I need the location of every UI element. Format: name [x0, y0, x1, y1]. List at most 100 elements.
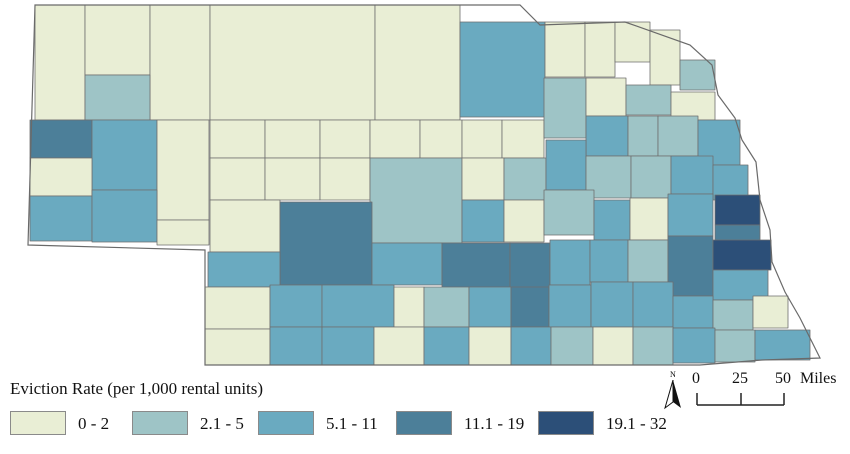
county-polygon	[374, 4, 461, 121]
legend-label: 2.1 - 5	[200, 414, 244, 433]
legend-swatch	[132, 411, 188, 435]
legend-label: 0 - 2	[78, 414, 110, 433]
county-polygon	[204, 328, 271, 366]
county-polygon	[209, 119, 266, 159]
county-polygon	[461, 119, 503, 159]
county-polygon	[29, 157, 93, 197]
county-polygon	[630, 155, 672, 199]
county-polygon	[589, 239, 629, 283]
county-polygon	[419, 119, 463, 159]
county-polygon	[510, 326, 552, 366]
legend-swatch	[538, 411, 594, 435]
county-polygon	[264, 119, 321, 159]
county-polygon	[84, 74, 151, 121]
county-polygon	[712, 269, 769, 301]
county-polygon	[593, 199, 631, 241]
county-polygon	[667, 235, 714, 297]
county-polygon	[29, 119, 93, 159]
legend-label: 19.1 - 32	[606, 414, 667, 433]
county-polygon	[319, 119, 371, 159]
county-polygon	[714, 194, 761, 226]
state-outline	[27, 4, 821, 366]
county-polygon	[423, 326, 470, 366]
scale-tick-0: 0	[692, 370, 700, 387]
county-polygon	[503, 199, 545, 243]
county-polygon	[544, 21, 586, 78]
county-polygon	[34, 4, 86, 121]
county-polygon	[269, 284, 323, 328]
county-polygon	[264, 157, 321, 201]
county-polygon	[548, 284, 592, 328]
county-polygon	[91, 119, 158, 191]
county-polygon	[204, 286, 271, 330]
legend-label: 11.1 - 19	[464, 414, 525, 433]
county-polygon	[461, 199, 505, 243]
legend-swatch	[396, 411, 452, 435]
county-polygon	[667, 193, 714, 237]
county-polygon	[629, 197, 669, 241]
county-polygon	[29, 195, 93, 242]
county-polygon	[627, 239, 669, 283]
county-polygon	[754, 329, 811, 361]
county-polygon	[545, 139, 587, 191]
county-polygon	[584, 21, 616, 78]
county-polygon	[149, 4, 211, 121]
county-polygon	[752, 295, 789, 329]
county-polygon	[670, 91, 716, 121]
scale-unit: Miles	[800, 370, 837, 387]
county-polygon	[549, 239, 591, 286]
north-label: N	[670, 370, 676, 379]
county-polygon	[369, 119, 421, 159]
county-polygon	[156, 219, 210, 246]
county-polygon	[459, 21, 546, 118]
county-polygon	[543, 77, 587, 139]
county-polygon	[373, 326, 425, 366]
county-polygon	[441, 242, 511, 289]
county-polygon	[632, 326, 674, 366]
county-polygon	[632, 281, 674, 328]
county-polygon	[269, 326, 323, 366]
county-polygon	[714, 329, 756, 363]
county-polygon	[543, 189, 595, 236]
legend-swatch	[258, 411, 314, 435]
county-polygon	[670, 155, 714, 195]
scale-tick-25: 25	[732, 370, 748, 387]
scale-tick-50: 50	[775, 370, 791, 387]
county-polygon	[590, 281, 634, 328]
county-polygon	[679, 59, 716, 91]
county-polygon	[550, 326, 594, 366]
county-polygon	[585, 115, 629, 157]
county-polygon	[627, 115, 659, 157]
county-polygon	[510, 286, 550, 328]
county-polygon	[209, 199, 281, 253]
legend-label: 5.1 - 11	[326, 414, 378, 433]
county-polygon	[625, 84, 672, 116]
county-polygon	[672, 327, 716, 364]
county-polygon	[501, 119, 545, 159]
county-polygon	[156, 119, 210, 221]
county-polygon	[657, 115, 699, 157]
county-polygon	[712, 164, 749, 201]
county-polygon	[321, 326, 375, 366]
legend-title: Eviction Rate (per 1,000 rental units)	[10, 379, 264, 398]
county-polygon	[423, 286, 470, 328]
county-polygon	[209, 157, 266, 201]
county-polygon	[371, 242, 443, 286]
legend-swatch	[10, 411, 66, 435]
county-polygon	[712, 239, 772, 271]
scale-bar	[696, 393, 785, 406]
county-polygon	[672, 295, 714, 329]
county-polygon	[279, 201, 373, 286]
county-polygon	[321, 284, 395, 328]
county-polygon	[592, 326, 634, 366]
county-polygon	[649, 29, 681, 86]
north-arrow-icon	[664, 380, 681, 410]
county-polygon	[461, 157, 505, 201]
county-polygon	[712, 299, 754, 331]
county-polygon	[84, 4, 151, 76]
county-polygon	[393, 286, 425, 328]
county-polygon	[509, 242, 551, 289]
county-polygon	[91, 189, 158, 243]
county-polygon	[468, 326, 512, 366]
